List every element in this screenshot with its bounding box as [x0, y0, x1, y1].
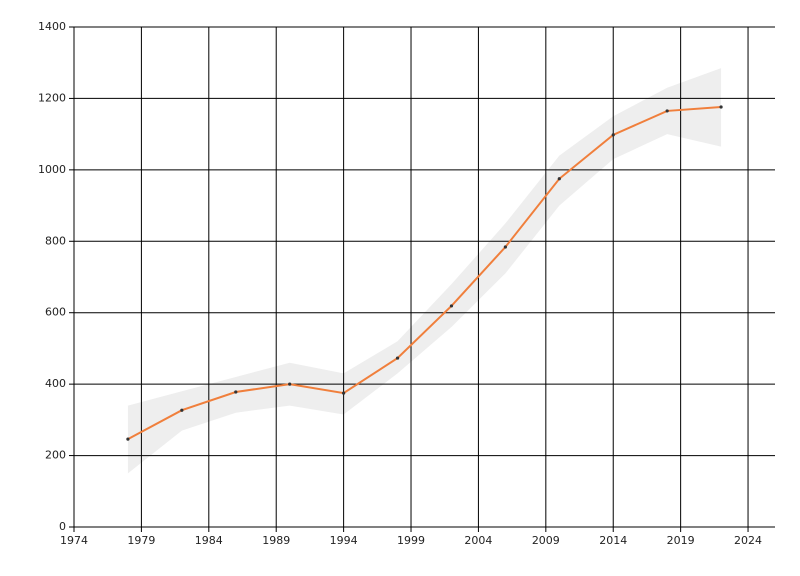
x-tick-label: 1989	[262, 534, 290, 547]
data-point	[395, 356, 400, 360]
x-tick-label: 2009	[532, 534, 560, 547]
x-tick-label: 2014	[599, 534, 627, 547]
data-point	[234, 390, 238, 394]
data-point	[503, 245, 507, 249]
confidence-band	[127, 68, 722, 474]
data-point	[180, 408, 184, 412]
y-tick-label: 200	[45, 449, 66, 462]
x-tick-label: 1984	[195, 534, 223, 547]
x-tick-label: 1994	[330, 534, 358, 547]
y-tick-label: 1400	[38, 20, 66, 33]
y-tick-label: 0	[59, 520, 66, 533]
y-tick-label: 600	[45, 306, 66, 319]
data-point	[342, 391, 346, 395]
y-tick-label: 400	[45, 377, 66, 390]
data-point	[557, 177, 561, 181]
data-point	[611, 133, 615, 137]
data-point	[288, 382, 292, 386]
y-tick-label: 1000	[38, 163, 66, 176]
data-point	[449, 304, 454, 308]
x-tick-label: 2019	[667, 534, 695, 547]
data-line	[127, 106, 722, 441]
data-point	[126, 437, 130, 441]
x-tick-label: 1974	[60, 534, 88, 547]
data-point	[719, 105, 723, 109]
y-tick-label: 800	[45, 234, 66, 247]
data-point	[665, 109, 669, 113]
x-tick-label: 2024	[734, 534, 762, 547]
y-tick-label: 1200	[38, 91, 66, 104]
x-tick-label: 2004	[464, 534, 492, 547]
x-tick-label: 1979	[127, 534, 155, 547]
x-tick-label: 1999	[397, 534, 425, 547]
